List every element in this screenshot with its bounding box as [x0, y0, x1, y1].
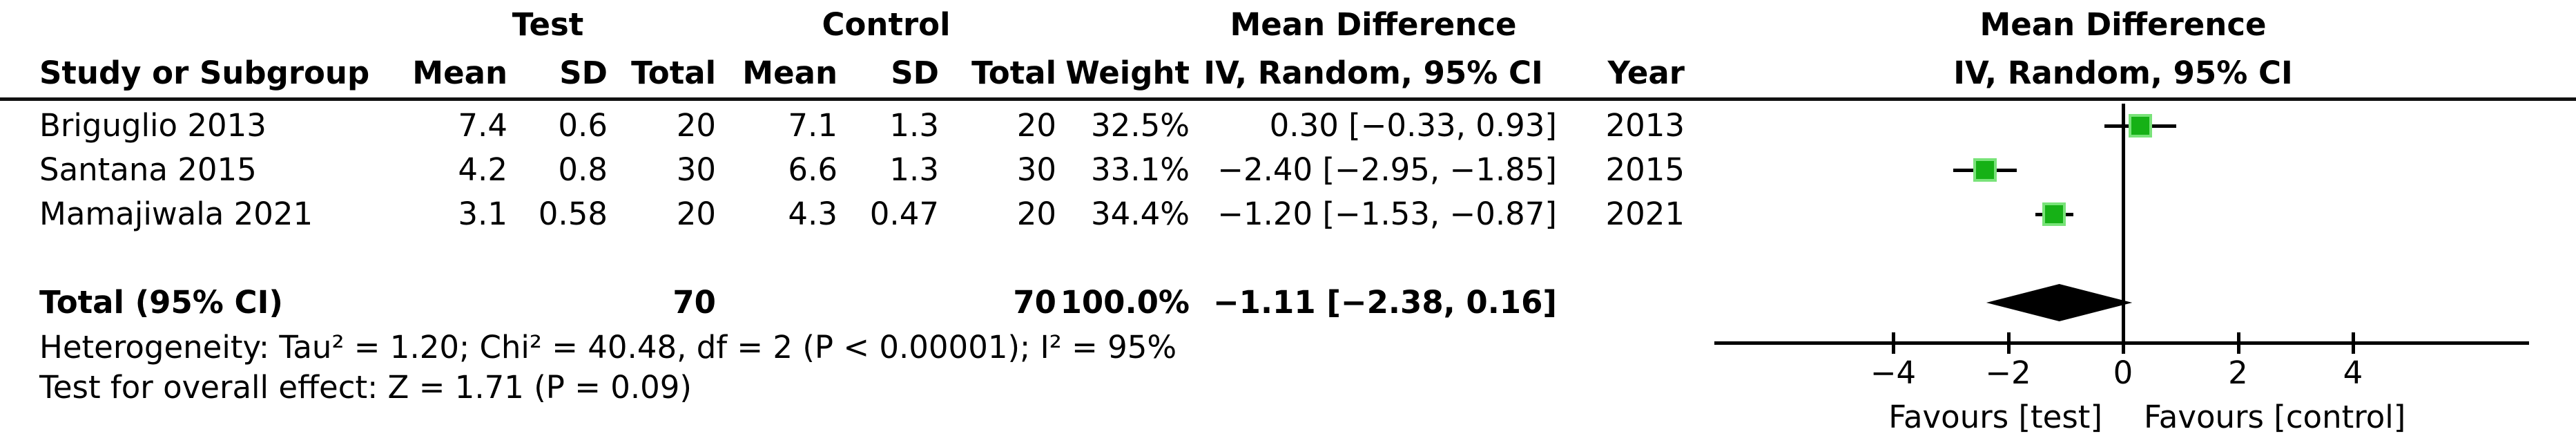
col-header-control-total: Total — [971, 55, 1056, 91]
x-axis-tick-label: 2 — [2228, 354, 2248, 391]
cell-weight: 34.4% — [1091, 196, 1190, 232]
col-header-test-total: Total — [631, 55, 716, 91]
favours-left-label: Favours [test] — [1888, 399, 2102, 435]
total-diamond — [1986, 284, 2133, 321]
cell-ci: 0.30 [−0.33, 0.93] — [1269, 107, 1557, 144]
col-header-ci: IV, Random, 95% CI — [1203, 55, 1543, 91]
plot-header-mean-difference: Mean Difference — [1979, 6, 2267, 43]
cell-c_total: 30 — [1016, 151, 1056, 188]
cell-weight: 33.1% — [1091, 151, 1190, 188]
cell-c_mean: 4.3 — [788, 196, 837, 232]
cell-study: Santana 2015 — [39, 151, 257, 188]
total-label: Total (95% CI) — [39, 284, 283, 321]
favours-right-label: Favours [control] — [2144, 399, 2406, 435]
col-header-control-mean: Mean — [742, 55, 837, 91]
group-header-control: Control — [822, 6, 951, 43]
cell-year: 2013 — [1605, 107, 1685, 144]
x-axis-tick — [2006, 332, 2011, 354]
x-axis-tick — [2352, 332, 2355, 354]
table-row: Briguglio 2013 7.4 0.6 20 7.1 1.3 20 32.5% 0.30 … — [0, 104, 1685, 148]
cell-t_sd: 0.8 — [558, 151, 608, 188]
cell-t_mean: 4.2 — [458, 151, 507, 188]
x-axis-tick-label: 4 — [2343, 354, 2363, 391]
cell-c_total: 20 — [1016, 196, 1056, 232]
col-header-weight: Weight — [1065, 55, 1190, 91]
col-header-study: Study or Subgroup — [39, 55, 370, 91]
cell-t_total: 20 — [676, 196, 716, 232]
heterogeneity-text: Heterogeneity: Tau² = 1.20; Chi² = 40.48… — [39, 329, 1177, 366]
cell-study: Briguglio 2013 — [39, 107, 267, 144]
total-weight: 100.0% — [1060, 284, 1190, 321]
cell-t_total: 20 — [676, 107, 716, 144]
x-axis-tick — [2236, 332, 2240, 354]
header-separator-line — [0, 97, 2576, 101]
cell-ci: −2.40 [−2.95, −1.85] — [1217, 151, 1557, 188]
cell-t_total: 30 — [676, 151, 716, 188]
cell-c_mean: 6.6 — [788, 151, 837, 188]
cell-ci: −1.20 [−1.53, −0.87] — [1217, 196, 1557, 232]
cell-c_sd: 0.47 — [869, 196, 939, 232]
x-axis-tick-label: −4 — [1870, 354, 1917, 391]
overall-effect-text: Test for overall effect: Z = 1.71 (P = 0… — [39, 369, 692, 406]
col-header-control-sd: SD — [891, 55, 939, 91]
x-axis-tick — [2122, 332, 2125, 354]
cell-t_mean: 3.1 — [458, 196, 507, 232]
effect-square — [2128, 114, 2152, 138]
zero-effect-line — [2122, 104, 2125, 345]
col-header-test-mean: Mean — [412, 55, 507, 91]
study-rows: Briguglio 2013 7.4 0.6 20 7.1 1.3 20 32.5% 0.30 … — [0, 104, 1685, 236]
table-row: Santana 2015 4.2 0.8 30 6.6 1.3 30 33.1% −2.40 [… — [0, 148, 1685, 192]
total-control-total: 70 — [1013, 284, 1056, 321]
cell-c_sd: 1.3 — [889, 107, 939, 144]
col-header-test-sd: SD — [559, 55, 608, 91]
cell-study: Mamajiwala 2021 — [39, 196, 313, 232]
cell-c_mean: 7.1 — [788, 107, 837, 144]
cell-weight: 32.5% — [1091, 107, 1190, 144]
x-axis-tick-label: −2 — [1985, 354, 2031, 391]
cell-t_sd: 0.6 — [558, 107, 608, 144]
effect-square — [1973, 158, 1997, 182]
cell-c_sd: 1.3 — [889, 151, 939, 188]
total-ci: −1.11 [−2.38, 0.16] — [1212, 284, 1557, 321]
cell-year: 2015 — [1605, 151, 1685, 188]
column-header-row: Study or Subgroup Mean SD Total Mean SD … — [0, 51, 1685, 95]
x-axis-tick-label: 0 — [2113, 354, 2133, 391]
x-axis-tick — [1892, 332, 1895, 354]
col-header-year: Year — [1607, 55, 1685, 91]
cell-c_total: 20 — [1016, 107, 1056, 144]
cell-t_mean: 7.4 — [458, 107, 507, 144]
plot-subheader-ci: IV, Random, 95% CI — [1953, 55, 2293, 91]
total-test-total: 70 — [672, 284, 716, 321]
effect-square — [2042, 202, 2066, 226]
total-row: Total (95% CI) 70 70 100.0% −1.11 [−2.38… — [0, 281, 1685, 325]
cell-t_sd: 0.58 — [538, 196, 608, 232]
table-row: Mamajiwala 2021 3.1 0.58 20 4.3 0.47 20 34.4% −1… — [0, 192, 1685, 236]
group-header-mean-difference: Mean Difference — [1230, 6, 1517, 43]
cell-year: 2021 — [1605, 196, 1685, 232]
group-header-test: Test — [512, 6, 584, 43]
